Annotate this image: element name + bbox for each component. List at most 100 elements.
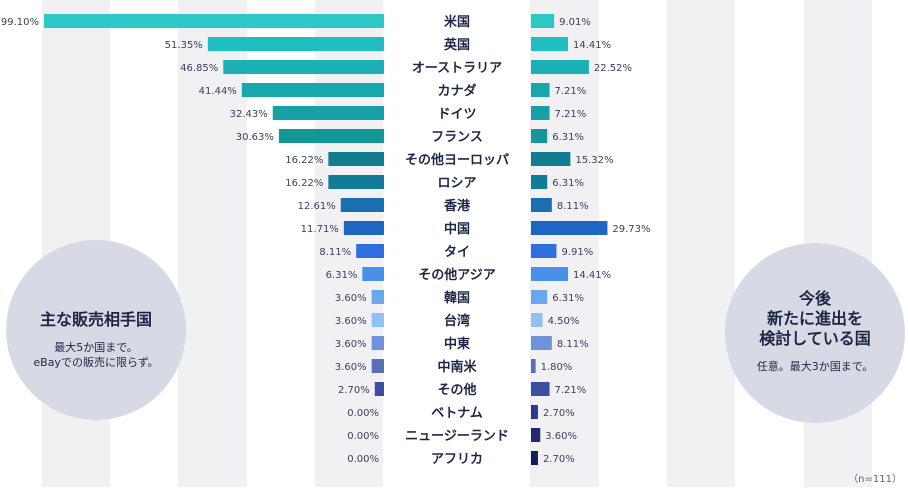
category-label: 香港 (443, 198, 471, 214)
right-bar (531, 198, 552, 212)
left-value-label: 3.60% (335, 362, 367, 373)
right-bar (531, 382, 550, 396)
left-value-label: 0.00% (347, 431, 379, 442)
right-value-label: 8.11% (557, 339, 589, 350)
left-value-label: 8.11% (319, 247, 351, 258)
left-circle: 主な販売相手国 最大5か国まで。 eBayでの販売に限らず。 (6, 240, 186, 420)
category-label: ベトナム (431, 406, 483, 421)
right-value-label: 1.80% (541, 362, 573, 373)
left-bar (371, 313, 384, 327)
right-value-label: 6.31% (552, 178, 584, 189)
right-bar (531, 451, 538, 465)
left-value-label: 99.10% (1, 17, 39, 28)
left-bar (371, 290, 384, 304)
category-label: その他ヨーロッパ (405, 152, 509, 168)
category-label: その他 (437, 382, 476, 398)
left-value-label: 3.60% (335, 293, 367, 304)
grid-stripe (315, 0, 383, 487)
left-value-label: 3.60% (335, 339, 367, 350)
right-bar (531, 336, 552, 350)
left-bar (328, 152, 384, 166)
category-label: フランス (431, 130, 483, 145)
right-bar (531, 405, 538, 419)
left-bar (371, 359, 384, 373)
category-label: 韓国 (444, 290, 470, 306)
left-value-label: 46.85% (180, 63, 218, 74)
right-bar (531, 359, 536, 373)
right-bar (531, 83, 550, 97)
right-bar (531, 313, 543, 327)
grid-stripe (667, 0, 735, 487)
left-value-label: 0.00% (347, 454, 379, 465)
left-bar (343, 221, 384, 235)
right-bar (531, 106, 550, 120)
right-bar (531, 244, 557, 258)
right-circle: 今後 新たに進出を 検討している国 任意。最大3か国まで。 (725, 243, 905, 423)
right-value-label: 4.50% (548, 316, 580, 327)
grid-stripe (530, 0, 599, 487)
left-value-label: 51.35% (165, 40, 203, 51)
right-value-label: 7.21% (555, 385, 587, 396)
right-bar (531, 290, 548, 304)
right-value-label: 14.41% (573, 40, 611, 51)
right-circle-note: 任意。最大3か国まで。 (756, 360, 874, 373)
left-circle-note: 最大5か国まで。 eBayでの販売に限らず。 (33, 341, 159, 369)
left-bar (328, 175, 384, 189)
right-value-label: 15.32% (575, 155, 613, 166)
left-value-label: 2.70% (338, 385, 370, 396)
left-bar (241, 83, 384, 97)
left-value-label: 11.71% (301, 224, 339, 235)
left-bar (362, 267, 384, 281)
right-value-label: 2.70% (543, 454, 575, 465)
left-bar (223, 60, 384, 74)
right-bar (531, 267, 569, 281)
category-label: 米国 (444, 14, 470, 30)
left-bar (278, 129, 384, 143)
left-circle-title: 主な販売相手国 (39, 310, 152, 329)
grid-stripe (178, 0, 247, 487)
right-bar (531, 152, 571, 166)
category-label: ドイツ (437, 107, 476, 122)
right-value-label: 6.31% (552, 293, 584, 304)
category-label: ニュージーランド (405, 429, 509, 444)
left-bar (371, 336, 384, 350)
category-label: 台湾 (444, 313, 470, 329)
right-value-label: 14.41% (573, 270, 611, 281)
category-label: オーストラリア (412, 61, 502, 76)
category-label: 中国 (444, 221, 470, 237)
right-value-label: 7.21% (555, 86, 587, 97)
left-value-label: 16.22% (285, 178, 323, 189)
right-bar (531, 221, 608, 235)
right-circle-title: 今後 新たに進出を 検討している国 (759, 289, 871, 348)
left-bar (340, 198, 384, 212)
category-label: ロシア (437, 176, 476, 191)
left-bar (356, 244, 384, 258)
left-value-label: 41.44% (199, 86, 237, 97)
right-value-label: 9.91% (561, 247, 593, 258)
left-value-label: 30.63% (236, 132, 274, 143)
left-value-label: 3.60% (335, 316, 367, 327)
right-value-label: 2.70% (543, 408, 575, 419)
category-label: 英国 (443, 37, 470, 53)
right-value-label: 7.21% (555, 109, 587, 120)
right-bar (531, 14, 555, 28)
left-value-label: 0.00% (347, 408, 379, 419)
right-bar (531, 428, 541, 442)
category-label: 中南米 (437, 359, 477, 375)
left-value-label: 32.43% (230, 109, 268, 120)
left-value-label: 16.22% (285, 155, 323, 166)
left-value-label: 12.61% (298, 201, 336, 212)
left-bar (44, 14, 384, 28)
category-label: アフリカ (431, 452, 483, 467)
right-value-label: 3.60% (545, 431, 577, 442)
category-label: 中東 (444, 336, 470, 352)
right-value-label: 29.73% (612, 224, 650, 235)
right-bar (531, 60, 589, 74)
category-label: タイ (444, 245, 470, 260)
right-bar (531, 37, 569, 51)
category-label: カナダ (437, 83, 476, 99)
right-bar (531, 129, 548, 143)
right-value-label: 9.01% (559, 17, 591, 28)
